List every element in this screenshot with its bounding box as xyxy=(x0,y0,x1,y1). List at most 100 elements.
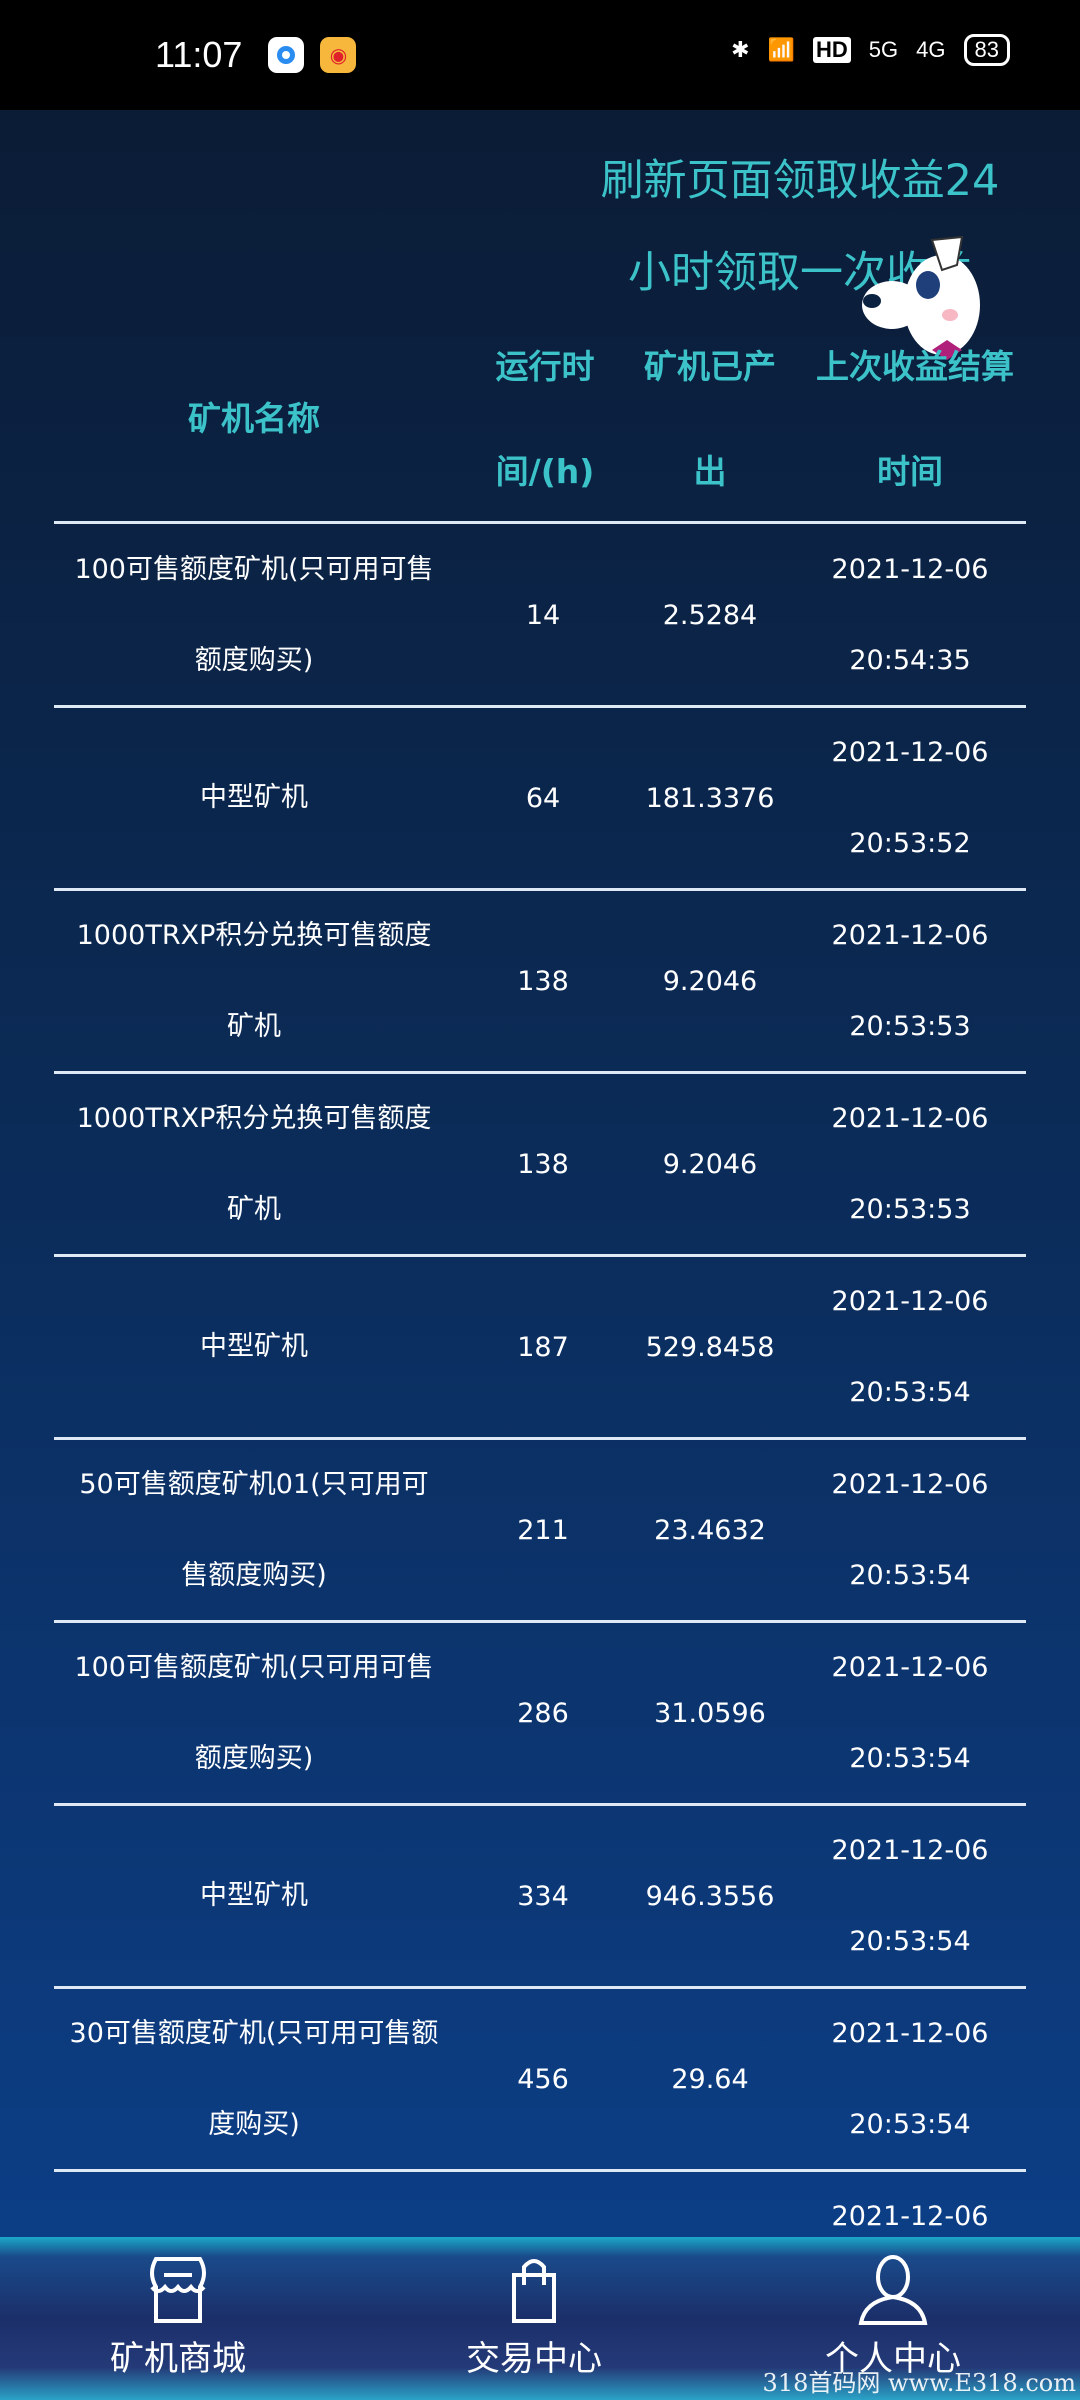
header-runtime-l1: 运行时 xyxy=(495,347,595,386)
machine-name-line2: 度购买) xyxy=(208,2109,300,2140)
nav-profile[interactable]: 个人中心 xyxy=(773,2255,1013,2380)
table-row: 1000TRXP积分兑换可售额度 矿机 138 9.2046 2021-12-06 20:… xyxy=(0,890,1080,1074)
settlement-clock: 20:53:53 xyxy=(849,1194,971,1225)
output-amount: 529.8458 xyxy=(645,1332,775,1363)
header-name: 矿机名称 xyxy=(188,399,320,438)
output-amount: 2.5284 xyxy=(662,600,758,631)
row-divider xyxy=(54,1803,1026,1806)
output-amount: 23.4632 xyxy=(654,1515,766,1546)
runtime-hours: 334 xyxy=(517,1881,569,1912)
header-time-l1: 上次收益结算 xyxy=(816,347,1014,386)
output-amount: 29.64 xyxy=(671,2064,749,2095)
output-amount: 31.0596 xyxy=(654,1698,766,1729)
runtime-hours: 14 xyxy=(525,600,561,631)
wifi-icon: 📶 xyxy=(767,37,796,62)
machine-name: 中型矿机 xyxy=(54,1256,454,1438)
table-row: 100可售额度矿机(只可用可售 额度购买) 14 2.5284 2021-12-06 20… xyxy=(0,524,1080,708)
user-icon xyxy=(858,2255,928,2325)
runtime-hours: 187 xyxy=(517,1332,569,1363)
nav-store-label: 矿机商城 xyxy=(110,2339,246,2379)
machine-name-line2: 矿机 xyxy=(227,1194,281,1225)
signal-4g-icon: 4G xyxy=(916,37,946,62)
runtime-hours: 286 xyxy=(517,1698,569,1729)
last-settlement-time: 2021-12-06 20:53:54 xyxy=(800,1622,1020,1804)
machine-name-line2: 额度购买) xyxy=(194,1743,314,1774)
machine-name-line2: 售额度购买) xyxy=(181,1560,327,1591)
machine-name-line1: 1000TRXP积分兑换可售额度 xyxy=(76,920,432,951)
status-bar: 11:07 ◉ ✱ 📶 HD 5G 4G 83 xyxy=(0,0,1080,110)
output-amount: 946.3556 xyxy=(645,1881,775,1912)
nav-trade-center[interactable]: 交易中心 xyxy=(414,2255,654,2380)
output-amount: 9.2046 xyxy=(662,1149,758,1180)
output-amount: 181.3376 xyxy=(645,783,775,814)
settlement-date: 2021-12-06 xyxy=(831,1652,989,1683)
weibo-app-icon: ◉ xyxy=(320,37,357,73)
settlement-clock: 20:53:53 xyxy=(849,1011,971,1042)
last-settlement-time: 2021-12-06 20:54:35 xyxy=(800,524,1020,706)
runtime-hours: 138 xyxy=(517,966,569,997)
machine-name-line1: 50可售额度矿机01(只可用可 xyxy=(79,1469,429,1500)
table-row: 1000TRXP积分兑换可售额度 矿机 138 9.2046 2021-12-06 20:… xyxy=(0,1073,1080,1257)
machine-name-text: 中型矿机 xyxy=(200,1331,308,1362)
table-row: 50可售额度矿机01(只可用可 售额度购买) 211 23.4632 2021-12-0… xyxy=(0,1439,1080,1623)
nav-profile-label: 个人中心 xyxy=(825,2339,961,2379)
settlement-date: 2021-12-06 xyxy=(831,737,989,768)
row-divider xyxy=(54,888,1026,891)
settlement-date: 2021-12-06 xyxy=(831,2201,989,2232)
machine-name-text: 中型矿机 xyxy=(200,782,308,813)
machine-name: 1000TRXP积分兑换可售额度 矿机 xyxy=(54,1073,454,1255)
row-divider xyxy=(54,705,1026,708)
machine-name-line1: 100可售额度矿机(只可用可售 xyxy=(74,554,434,585)
notice-line-1: 刷新页面领取收益24 xyxy=(600,156,1000,206)
machine-name: 30可售额度矿机(只可用可售额 度购买) xyxy=(54,1988,454,2170)
header-time-l2: 时间 xyxy=(877,452,943,491)
nav-store[interactable]: 矿机商城 xyxy=(58,2255,298,2380)
battery-icon: 83 xyxy=(963,34,1010,66)
header-output-l1: 矿机已产 xyxy=(644,347,776,386)
machine-name-line1: 1000TRXP积分兑换可售额度 xyxy=(76,1103,432,1134)
hd-icon: HD xyxy=(813,37,851,63)
main-content: 刷新页面领取收益24 小时领取一次收益 运行时 间/(h) 矿机已产 出 上次收… xyxy=(0,110,1080,2237)
machine-name: 100可售额度矿机(只可用可售 额度购买) xyxy=(54,524,454,706)
last-settlement-time: 2021-12-06 20:53:52 xyxy=(800,707,1020,889)
header-output-l2: 出 xyxy=(693,452,727,491)
row-divider xyxy=(54,2169,1026,2172)
signal-5g-icon: 5G xyxy=(868,37,899,62)
table-row: 30可售额度矿机(只可用可售额 度购买) 456 29.64 2021-12-06 20:… xyxy=(0,1988,1080,2172)
runtime-hours: 211 xyxy=(517,1515,569,1546)
last-settlement-time: 2021-12-06 20:53:54 xyxy=(800,1805,1020,1987)
settlement-date: 2021-12-06 xyxy=(831,2018,989,2049)
settlement-date: 2021-12-06 xyxy=(831,1469,989,1500)
table-row: 2021-12-06 xyxy=(0,2171,1080,2354)
store-icon xyxy=(150,2257,206,2323)
row-divider xyxy=(54,1071,1026,1074)
last-settlement-time: 2021-12-06 xyxy=(800,2171,1020,2262)
machine-name: 100可售额度矿机(只可用可售 额度购买) xyxy=(54,1622,454,1804)
machine-name: 50可售额度矿机01(只可用可 售额度购买) xyxy=(54,1439,454,1621)
status-time: 11:07 xyxy=(155,34,243,75)
machine-name-line2: 额度购买) xyxy=(194,645,314,676)
row-divider xyxy=(54,1986,1026,1989)
row-divider xyxy=(54,1620,1026,1623)
header-divider xyxy=(54,521,1026,524)
settlement-clock: 20:53:54 xyxy=(849,1743,971,1774)
settlement-date: 2021-12-06 xyxy=(831,1286,989,1317)
shopping-bag-icon xyxy=(512,2259,556,2323)
row-divider xyxy=(54,1437,1026,1440)
bottom-nav: 矿机商城 交易中心 个人中心 318首码网 www.E318.com xyxy=(0,2237,1080,2400)
settlement-date: 2021-12-06 xyxy=(831,554,989,585)
settlement-clock: 20:54:35 xyxy=(849,645,971,676)
machine-name-text: 中型矿机 xyxy=(200,1880,308,1911)
settlement-clock: 20:53:54 xyxy=(849,2109,971,2140)
bluetooth-icon: ✱ xyxy=(731,37,750,62)
runtime-hours: 138 xyxy=(517,1149,569,1180)
mascot-dog-icon xyxy=(862,235,980,360)
settlement-date: 2021-12-06 xyxy=(831,920,989,951)
machine-name-line1: 30可售额度矿机(只可用可售额 xyxy=(69,2018,439,2049)
machine-name: 中型矿机 xyxy=(54,1805,454,1987)
machine-name-line2: 矿机 xyxy=(227,1011,281,1042)
header-runtime-l2: 间/(h) xyxy=(495,452,595,491)
settlement-clock: 20:53:54 xyxy=(849,1560,971,1591)
table-row: 中型矿机 64 181.3376 2021-12-06 20:53:52 xyxy=(0,707,1080,891)
last-settlement-time: 2021-12-06 20:53:53 xyxy=(800,1073,1020,1255)
